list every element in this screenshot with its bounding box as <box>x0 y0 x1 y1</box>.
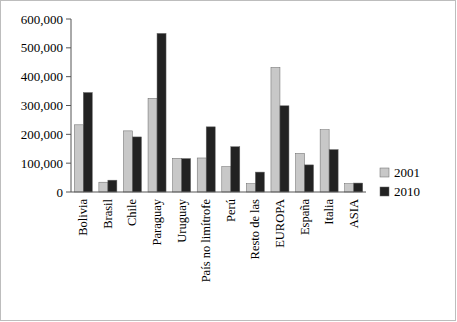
x-axis <box>71 192 366 193</box>
bar <box>108 180 117 192</box>
chart: 0 100,000 200,000 300,000 400,000 500,000 600,… <box>0 0 457 322</box>
bar <box>222 167 231 192</box>
y-tick-label: 300,000 <box>21 98 63 113</box>
bar <box>296 153 305 192</box>
x-tick-label: EUROPA <box>273 199 287 248</box>
bar <box>182 159 191 192</box>
bar <box>197 158 206 192</box>
x-tick-label: Italia <box>322 199 336 225</box>
y-tick <box>66 76 71 77</box>
x-tick-label: Brasil <box>101 198 115 228</box>
frame <box>1 1 456 321</box>
bar <box>157 33 166 192</box>
bar <box>99 182 108 192</box>
bar <box>271 67 280 192</box>
y-axis <box>71 19 72 192</box>
x-tick-label: ASIA <box>347 199 361 228</box>
x-tick-label: Paraguay <box>150 198 164 245</box>
y-tick <box>66 47 71 48</box>
x-tick-label: España <box>298 199 312 236</box>
bar <box>354 183 363 192</box>
bar <box>173 158 182 192</box>
y-tick <box>66 192 71 193</box>
legend-label: 2010 <box>394 184 420 199</box>
bar <box>231 147 240 192</box>
bar <box>320 130 329 192</box>
y-tick-label: 0 <box>57 185 64 200</box>
bar <box>148 98 157 192</box>
y-tick-label: 600,000 <box>21 12 63 27</box>
bar <box>246 184 255 192</box>
bar <box>83 93 92 192</box>
y-tick-label: 200,000 <box>21 127 63 142</box>
y-tick <box>66 19 71 20</box>
x-tick-label: País no limítrofe <box>199 199 213 283</box>
y-tick <box>66 105 71 106</box>
x-tick-label: Resto de las <box>248 199 262 260</box>
x-tick-label: Perú <box>224 198 238 222</box>
y-tick <box>66 134 71 135</box>
bar <box>123 131 132 192</box>
y-tick-label: 500,000 <box>21 40 63 55</box>
legend-swatch <box>380 187 389 196</box>
bar <box>345 184 354 192</box>
bar <box>280 106 289 192</box>
x-tick-label: Chile <box>125 199 139 227</box>
bar <box>305 165 314 192</box>
bar <box>206 127 215 192</box>
bar <box>255 172 264 192</box>
y-tick-label: 400,000 <box>21 69 63 84</box>
y-tick <box>66 163 71 164</box>
bar <box>132 137 141 192</box>
bar <box>329 150 338 192</box>
bar <box>74 125 83 192</box>
legend-swatch <box>380 168 389 177</box>
legend-label: 2001 <box>394 165 420 180</box>
x-tick-label: Uruguay <box>175 198 189 242</box>
y-tick-label: 100,000 <box>21 156 63 171</box>
x-tick-label: Bolivia <box>76 199 90 236</box>
